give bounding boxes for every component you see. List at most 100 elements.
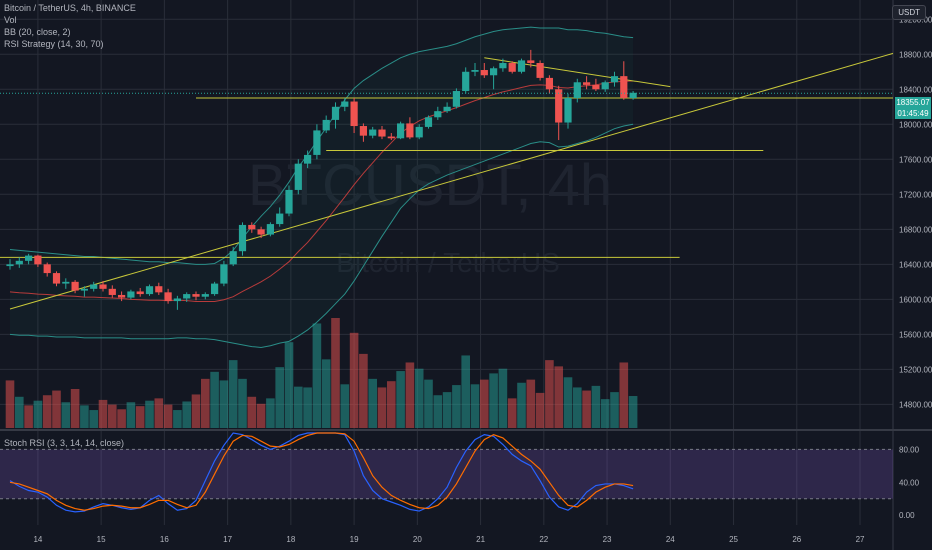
rsi-strategy-label[interactable]: RSI Strategy (14, 30, 70) <box>4 39 104 49</box>
candle-body <box>257 229 265 235</box>
volume-bar <box>191 394 201 428</box>
volume-bar <box>154 398 164 428</box>
time-tick-label: 25 <box>729 535 738 544</box>
candle-body <box>99 284 107 289</box>
volume-bar <box>5 380 15 428</box>
candle-body <box>629 92 637 99</box>
volume-bar <box>163 404 173 428</box>
volume-bar <box>219 380 229 428</box>
bollinger-indicator-label[interactable]: BB (20, close, 2) <box>4 27 71 37</box>
volume-bar <box>414 368 424 428</box>
volume-bar <box>340 384 350 428</box>
volume-bar <box>238 378 247 428</box>
candle-body <box>322 119 330 131</box>
candle-body <box>387 136 395 139</box>
candle-body <box>601 82 609 90</box>
candle-body <box>164 292 172 302</box>
time-tick-label: 18 <box>286 535 295 544</box>
volume-bar <box>33 400 43 428</box>
volume-bar <box>275 367 284 428</box>
candle-body <box>136 291 144 295</box>
candle-body <box>415 126 423 138</box>
candle-body <box>118 294 126 298</box>
candle-body <box>452 91 460 107</box>
volume-bar <box>126 402 136 428</box>
volume-bar <box>210 371 219 428</box>
time-tick-label: 26 <box>792 535 801 544</box>
volume-bar <box>377 387 387 428</box>
currency-button[interactable]: USDT <box>892 5 926 20</box>
candle-body <box>238 224 247 252</box>
stoch-band-fill <box>0 449 893 499</box>
volume-bar <box>201 378 210 428</box>
candle-body <box>610 76 619 83</box>
volume-bar <box>294 386 303 428</box>
time-tick-label: 17 <box>223 535 232 544</box>
time-tick-label: 27 <box>856 535 865 544</box>
bollinger-lower-line <box>9 123 634 348</box>
candle-body <box>406 123 414 138</box>
price-tick-label: 16400.00 <box>899 260 932 269</box>
candle-body <box>183 294 191 299</box>
volume-bar <box>591 385 601 428</box>
candle-body <box>341 101 349 107</box>
volume-bar <box>89 410 98 428</box>
price-tick-label: 15600.00 <box>899 330 932 339</box>
symbol-title[interactable]: Bitcoin / TetherUS, 4h, BINANCE <box>4 3 136 13</box>
volume-bar <box>526 379 536 428</box>
candle-body <box>499 63 507 69</box>
volume-indicator-label[interactable]: Vol <box>4 15 17 25</box>
volume-bar <box>619 362 629 428</box>
volume-bar <box>98 399 108 428</box>
candle-body <box>397 123 405 139</box>
volume-bar <box>545 360 554 428</box>
volume-bar <box>442 392 452 428</box>
volume-bar <box>256 403 266 428</box>
candle-body <box>80 288 88 291</box>
candle-body <box>285 189 293 214</box>
candle-body <box>304 154 312 164</box>
volume-bar <box>582 390 591 428</box>
volume-bar <box>470 384 480 428</box>
price-tick-label: 18800.00 <box>899 50 932 59</box>
volume-bar <box>424 379 433 428</box>
trendline <box>9 52 894 310</box>
bar-countdown-badge: 01:45:49 <box>895 108 931 119</box>
bollinger-basis-line <box>9 80 634 303</box>
candle-body <box>220 264 228 284</box>
candle-body <box>434 111 442 118</box>
stoch-rsi-label[interactable]: Stoch RSI (3, 3, 14, 14, close) <box>4 438 125 448</box>
candle-body <box>43 264 51 274</box>
candle-body <box>573 82 581 99</box>
price-tick-label: 14800.00 <box>899 400 932 409</box>
candle-body <box>480 70 488 76</box>
bollinger-upper-line <box>9 26 634 265</box>
volume-bar <box>266 398 275 428</box>
price-tick-label: 18000.00 <box>899 120 932 129</box>
volume-bar <box>80 405 89 428</box>
time-tick-label: 20 <box>413 535 422 544</box>
volume-bar <box>145 400 154 428</box>
watermark-name: Bitcoin / TetherUS <box>336 247 560 278</box>
candle-body <box>350 101 358 127</box>
volume-bar <box>489 373 498 428</box>
candle-body <box>248 224 256 230</box>
price-tick-label: 18400.00 <box>899 85 932 94</box>
candle-body <box>15 260 23 265</box>
candle-body <box>564 98 572 123</box>
candle-body <box>145 286 154 295</box>
volume-bar <box>61 402 71 428</box>
candle-body <box>71 281 79 291</box>
volume-bar <box>15 396 24 428</box>
volume-bar <box>368 378 377 428</box>
volume-bar <box>461 355 470 428</box>
candle-body <box>192 294 200 297</box>
volume-bar <box>498 368 508 428</box>
last-price-badge: 18355.07 <box>895 97 931 108</box>
volume-bar <box>42 395 52 428</box>
time-tick-label: 15 <box>97 535 106 544</box>
candle-body <box>211 283 219 295</box>
time-tick-label: 21 <box>476 535 485 544</box>
candle-body <box>424 117 433 127</box>
